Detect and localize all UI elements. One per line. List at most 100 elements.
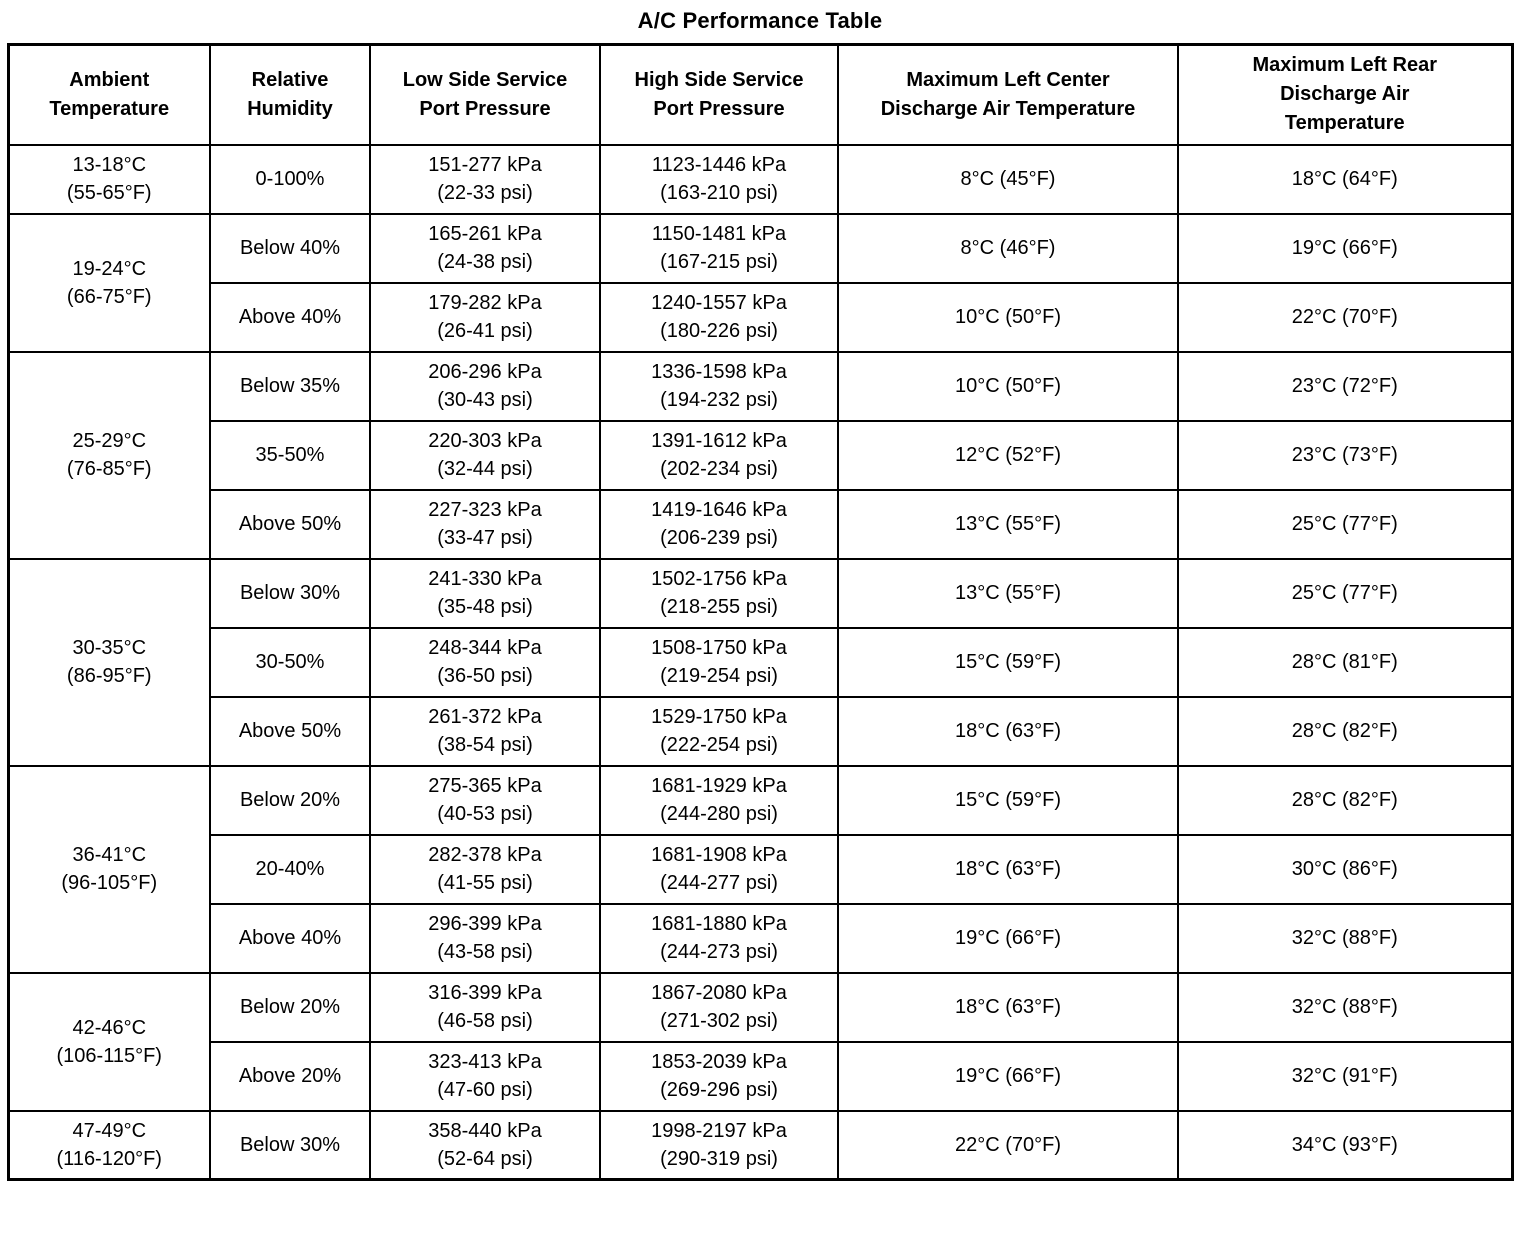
max-left-center-temp-cell: 15°C (59°F) [837,626,1179,698]
relative-humidity-cell: 0-100% [209,143,371,215]
table-row: 47-49°C (116-120°F) Below 30% 358-440 kPa … [7,1109,1513,1181]
low-side-pressure-cell: 241-330 kPa (35-48 psi) [369,557,601,629]
relative-humidity-cell: Below 30% [209,1109,371,1181]
table-row: Above 40% 179-282 kPa (26-41 psi) 1240-155… [8,281,1513,353]
low-side-pressure-cell: 323-413 kPa (47-60 psi) [369,1040,601,1112]
table-row: 35-50% 220-303 kPa (32-44 psi) 1391-1612 k… [8,419,1513,491]
low-side-pressure-cell: 165-261 kPa (24-38 psi) [369,212,601,284]
max-left-center-temp-cell: 8°C (46°F) [837,212,1179,284]
header-max-left-center-temp: Maximum Left Center Discharge Air Temper… [837,43,1179,146]
high-side-pressure-cell: 1123-1446 kPa (163-210 psi) [599,143,839,215]
low-side-pressure-cell: 227-323 kPa (33-47 psi) [369,488,601,560]
max-left-center-temp-cell: 18°C (63°F) [837,833,1179,905]
relative-humidity-cell: Above 50% [209,695,371,767]
max-left-rear-temp-cell: 19°C (66°F) [1177,212,1513,284]
max-left-rear-temp-cell: 18°C (64°F) [1177,143,1513,215]
table-row: 30-50% 248-344 kPa (36-50 psi) 1508-1750 k… [8,626,1513,698]
relative-humidity-cell: Above 40% [209,902,371,974]
table-row: 19-24°C (66-75°F) Below 40% 165-261 kPa (2… [7,212,1513,353]
ambient-temperature-cell: 30-35°C (86-95°F) [7,557,211,767]
relative-humidity-cell: Above 40% [209,281,371,353]
high-side-pressure-cell: 1240-1557 kPa (180-226 psi) [599,281,839,353]
ambient-temperature-cell: 42-46°C (106-115°F) [7,971,211,1112]
max-left-center-temp-cell: 13°C (55°F) [837,557,1179,629]
max-left-center-temp-cell: 15°C (59°F) [837,764,1179,836]
ambient-temperature-cell: 25-29°C (76-85°F) [7,350,211,560]
table-row: 25-29°C (76-85°F) Below 35% 206-296 kPa (3… [7,350,1513,560]
max-left-center-temp-cell: 13°C (55°F) [837,488,1179,560]
relative-humidity-cell: Below 35% [209,350,371,422]
high-side-pressure-cell: 1853-2039 kPa (269-296 psi) [599,1040,839,1112]
relative-humidity-cell: Above 50% [209,488,371,560]
max-left-rear-temp-cell: 28°C (82°F) [1177,695,1513,767]
table-row: Above 50% 261-372 kPa (38-54 psi) 1529-175… [8,695,1513,767]
max-left-rear-temp-cell: 23°C (73°F) [1177,419,1513,491]
low-side-pressure-cell: 248-344 kPa (36-50 psi) [369,626,601,698]
high-side-pressure-cell: 1336-1598 kPa (194-232 psi) [599,350,839,422]
relative-humidity-cell: 35-50% [209,419,371,491]
low-side-pressure-cell: 220-303 kPa (32-44 psi) [369,419,601,491]
header-low-side-pressure: Low Side Service Port Pressure [369,43,601,146]
low-side-pressure-cell: 179-282 kPa (26-41 psi) [369,281,601,353]
high-side-pressure-cell: 1867-2080 kPa (271-302 psi) [599,971,839,1043]
max-left-center-temp-cell: 12°C (52°F) [837,419,1179,491]
table-row: Above 50% 227-323 kPa (33-47 psi) 1419-164… [8,488,1513,560]
ambient-temperature-cell: 13-18°C (55-65°F) [7,143,211,215]
low-side-pressure-cell: 296-399 kPa (43-58 psi) [369,902,601,974]
max-left-center-temp-cell: 22°C (70°F) [837,1109,1179,1181]
ambient-temperature-cell: 36-41°C (96-105°F) [7,764,211,974]
ac-performance-table: Ambient Temperature Relative Humidity Lo… [6,43,1514,1181]
max-left-rear-temp-cell: 22°C (70°F) [1177,281,1513,353]
low-side-pressure-cell: 275-365 kPa (40-53 psi) [369,764,601,836]
table-row: 13-18°C (55-65°F) 0-100% 151-277 kPa (22-3… [7,143,1513,215]
relative-humidity-cell: Above 20% [209,1040,371,1112]
table-row: 42-46°C (106-115°F) Below 20% 316-399 kPa … [7,971,1513,1112]
high-side-pressure-cell: 1529-1750 kPa (222-254 psi) [599,695,839,767]
max-left-rear-temp-cell: 25°C (77°F) [1177,557,1513,629]
high-side-pressure-cell: 1502-1756 kPa (218-255 psi) [599,557,839,629]
max-left-rear-temp-cell: 32°C (91°F) [1177,1040,1513,1112]
relative-humidity-cell: Below 20% [209,764,371,836]
relative-humidity-cell: Below 40% [209,212,371,284]
table-row: 36-41°C (96-105°F) Below 20% 275-365 kPa (… [7,764,1513,974]
table-row: Above 40% 296-399 kPa (43-58 psi) 1681-188… [8,902,1513,974]
page-title: A/C Performance Table [637,8,883,33]
relative-humidity-cell: 30-50% [209,626,371,698]
high-side-pressure-cell: 1508-1750 kPa (219-254 psi) [599,626,839,698]
relative-humidity-cell: Below 20% [209,971,371,1043]
table-body: 13-18°C (55-65°F) 0-100% 151-277 kPa (22-3… [7,143,1513,1181]
max-left-center-temp-cell: 10°C (50°F) [837,281,1179,353]
high-side-pressure-cell: 1681-1929 kPa (244-280 psi) [599,764,839,836]
table-row: 30-35°C (86-95°F) Below 30% 241-330 kPa (3… [7,557,1513,767]
ambient-temperature-cell: 47-49°C (116-120°F) [7,1109,211,1181]
low-side-pressure-cell: 261-372 kPa (38-54 psi) [369,695,601,767]
low-side-pressure-cell: 151-277 kPa (22-33 psi) [369,143,601,215]
max-left-rear-temp-cell: 34°C (93°F) [1177,1109,1513,1181]
ambient-temperature-cell: 19-24°C (66-75°F) [7,212,211,353]
max-left-center-temp-cell: 10°C (50°F) [837,350,1179,422]
max-left-center-temp-cell: 18°C (63°F) [837,695,1179,767]
low-side-pressure-cell: 316-399 kPa (46-58 psi) [369,971,601,1043]
max-left-rear-temp-cell: 30°C (86°F) [1177,833,1513,905]
low-side-pressure-cell: 206-296 kPa (30-43 psi) [369,350,601,422]
high-side-pressure-cell: 1419-1646 kPa (206-239 psi) [599,488,839,560]
header-relative-humidity: Relative Humidity [209,43,371,146]
max-left-center-temp-cell: 18°C (63°F) [837,971,1179,1043]
max-left-rear-temp-cell: 32°C (88°F) [1177,902,1513,974]
relative-humidity-cell: Below 30% [209,557,371,629]
max-left-rear-temp-cell: 28°C (81°F) [1177,626,1513,698]
high-side-pressure-cell: 1998-2197 kPa (290-319 psi) [599,1109,839,1181]
table-row: 20-40% 282-378 kPa (41-55 psi) 1681-1908 k… [8,833,1513,905]
max-left-center-temp-cell: 19°C (66°F) [837,1040,1179,1112]
max-left-rear-temp-cell: 28°C (82°F) [1177,764,1513,836]
max-left-center-temp-cell: 19°C (66°F) [837,902,1179,974]
header-row: Ambient Temperature Relative Humidity Lo… [7,43,1513,146]
low-side-pressure-cell: 358-440 kPa (52-64 psi) [369,1109,601,1181]
header-ambient-temperature: Ambient Temperature [7,43,211,146]
max-left-rear-temp-cell: 23°C (72°F) [1177,350,1513,422]
high-side-pressure-cell: 1150-1481 kPa (167-215 psi) [599,212,839,284]
header-max-left-rear-temp: Maximum Left Rear Discharge Air Temperat… [1177,43,1513,146]
high-side-pressure-cell: 1681-1908 kPa (244-277 psi) [599,833,839,905]
max-left-rear-temp-cell: 32°C (88°F) [1177,971,1513,1043]
